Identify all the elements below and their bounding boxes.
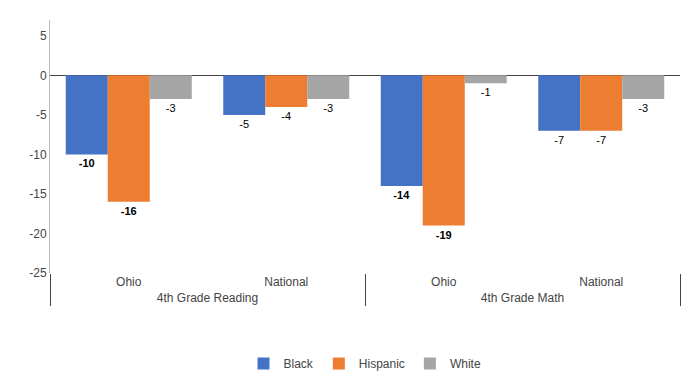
- svg-text:5: 5: [40, 29, 47, 43]
- svg-text:Hispanic: Hispanic: [359, 357, 405, 371]
- svg-text:Ohio: Ohio: [431, 275, 457, 289]
- svg-text:-20: -20: [29, 227, 47, 241]
- svg-text:-5: -5: [36, 108, 47, 122]
- svg-text:-19: -19: [436, 229, 452, 241]
- svg-text:White: White: [450, 357, 481, 371]
- svg-text:-7: -7: [554, 134, 564, 146]
- svg-text:-10: -10: [29, 148, 47, 162]
- svg-text:-14: -14: [393, 189, 410, 201]
- svg-text:-3: -3: [638, 102, 648, 114]
- svg-text:4th Grade Math: 4th Grade Math: [481, 291, 564, 305]
- svg-text:Ohio: Ohio: [116, 275, 142, 289]
- svg-text:Black: Black: [284, 357, 314, 371]
- svg-text:-25: -25: [29, 266, 47, 280]
- svg-text:-1: -1: [481, 86, 491, 98]
- svg-text:-3: -3: [323, 102, 333, 114]
- svg-text:-5: -5: [239, 118, 249, 130]
- svg-text:National: National: [579, 275, 623, 289]
- svg-text:-10: -10: [79, 157, 95, 169]
- svg-text:-7: -7: [596, 134, 606, 146]
- svg-text:-3: -3: [166, 102, 176, 114]
- svg-text:4th Grade Reading: 4th Grade Reading: [157, 291, 258, 305]
- svg-text:-4: -4: [281, 110, 291, 122]
- svg-text:-16: -16: [121, 205, 137, 217]
- svg-text:National: National: [264, 275, 308, 289]
- svg-text:0: 0: [40, 69, 47, 83]
- svg-text:-15: -15: [29, 187, 47, 201]
